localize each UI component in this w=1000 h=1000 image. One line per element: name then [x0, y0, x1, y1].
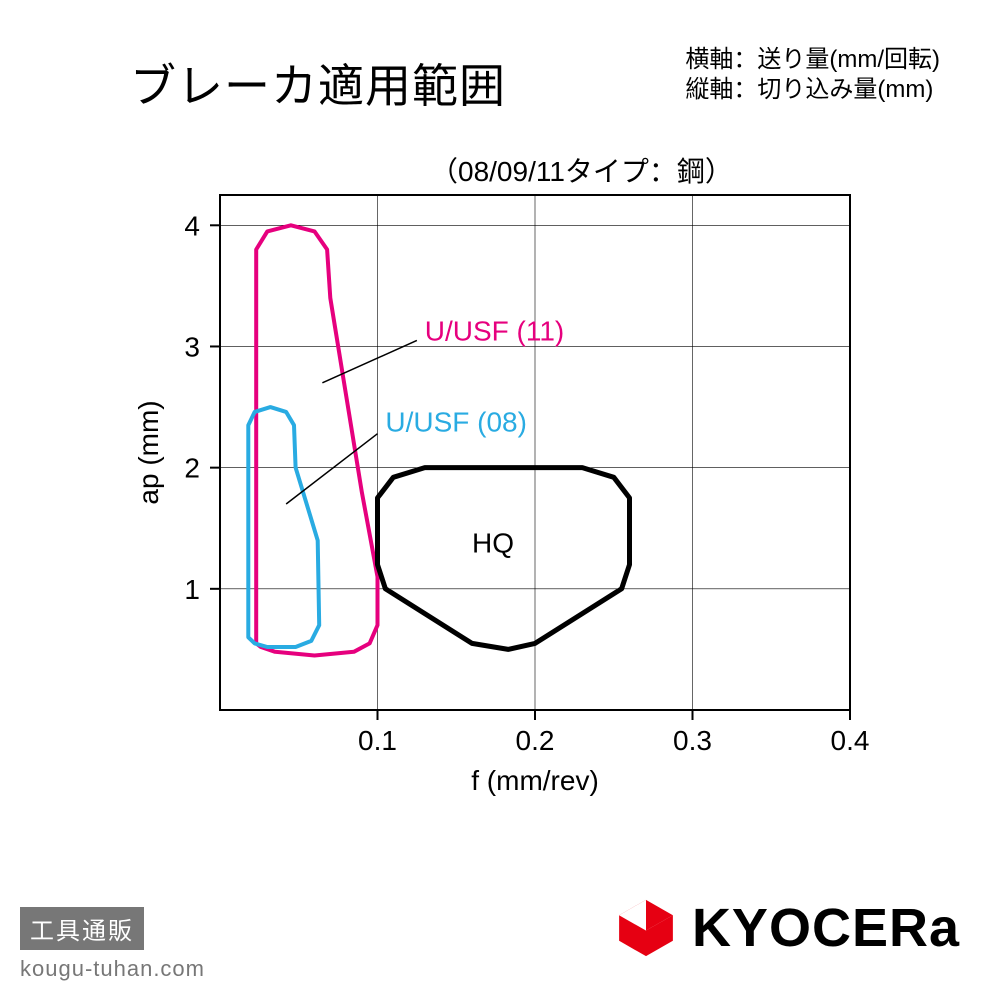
axis-desc-y: 縦軸：切り込み量(mm)	[685, 75, 940, 105]
y-tick-label: 3	[184, 331, 200, 362]
y-axis-label: ap (mm)	[133, 400, 164, 504]
brand-name: KYOCERa	[692, 897, 960, 959]
y-tick-label: 1	[184, 574, 200, 605]
y-tick-label: 2	[184, 453, 200, 484]
shop-url: kougu-tuhan.com	[20, 956, 205, 982]
axis-desc-x: 横軸：送り量(mm/回転)	[685, 45, 940, 75]
chart-title: ブレーカ適用範囲	[130, 50, 506, 116]
brand-logo: KYOCERa	[614, 896, 960, 960]
region-label-hq: HQ	[472, 527, 514, 558]
chart-area: 1 2 3 4 0.1 0.2 0.3 0.4 ap (mm) f (mm/rev) U/USF (…	[130, 140, 870, 840]
kyocera-icon	[614, 896, 678, 960]
region-label-usf08: U/USF (08)	[385, 406, 527, 437]
shop-badge: 工具通販	[20, 907, 144, 950]
x-tick-label: 0.2	[516, 725, 555, 756]
x-tick-label: 0.3	[673, 725, 712, 756]
y-tick-label: 4	[184, 210, 200, 241]
x-axis-label: f (mm/rev)	[471, 765, 599, 796]
region-label-usf11: U/USF (11)	[425, 315, 565, 346]
axis-description: 横軸：送り量(mm/回転) 縦軸：切り込み量(mm)	[685, 45, 940, 105]
x-tick-label: 0.4	[831, 725, 870, 756]
x-tick-label: 0.1	[358, 725, 397, 756]
